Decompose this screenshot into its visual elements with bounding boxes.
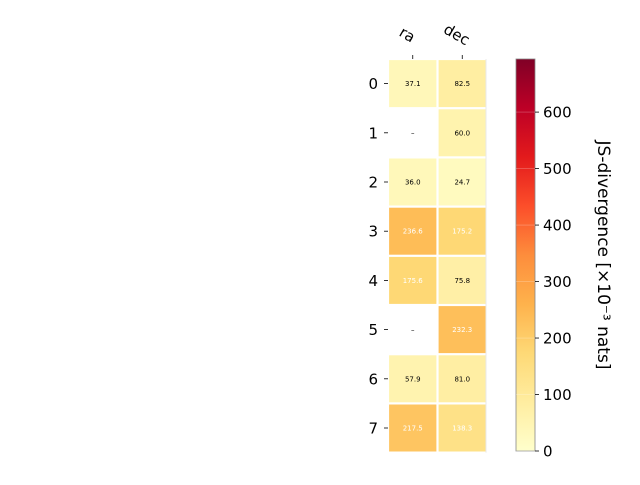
colorbar-tick-label-600: 600 (543, 104, 572, 122)
heatmap-cell-5-dec (438, 306, 486, 354)
heatmap-cell-1-dec (438, 109, 486, 157)
col-label-ra: ra (396, 23, 418, 46)
heatmap-cell-5-ra (389, 306, 437, 354)
heatmap-cell-2-ra (389, 158, 437, 206)
row-label-3: 3 (368, 223, 378, 241)
colorbar-label: JS-divergence [×10⁻³ nats] (593, 140, 613, 370)
cell-label-5-dec: 232.3 (452, 326, 472, 334)
colorbar-tick-label-200: 200 (543, 330, 572, 348)
heatmap-cell-6-dec (438, 355, 486, 403)
cell-label-7-ra: 217.5 (403, 425, 423, 433)
heatmap-cell-1-ra (389, 109, 437, 157)
heatmap-cells: 37.1 82.5 – 60.0 36.0 24.7 236.6 175.2 175.6 75.8… (389, 59, 487, 453)
heatmap-cell-3-ra (389, 207, 437, 255)
cell-label-1-dec: 60.0 (454, 129, 470, 137)
heatmap-cell-6-ra (389, 355, 437, 403)
heatmap-cell-0-dec (438, 60, 486, 108)
cell-label-5-ra: – (411, 326, 415, 334)
cell-label-7-dec: 138.3 (452, 425, 472, 433)
row-label-0: 0 (368, 75, 378, 93)
row-label-2: 2 (368, 174, 378, 192)
row-label-4: 4 (368, 272, 378, 290)
colorbar-tick-label-100: 100 (543, 386, 572, 404)
row-label-5: 5 (368, 321, 378, 339)
cell-label-1-ra: – (411, 129, 415, 137)
heatmap-cell-2-dec (438, 158, 486, 206)
colorbar-tick-label-500: 500 (543, 160, 572, 178)
colorbar-tick-label-400: 400 (543, 217, 572, 235)
heatmap-cell-7-ra (389, 404, 437, 452)
cell-label-3-ra: 236.6 (403, 228, 424, 236)
heatmap-cell-3-dec (438, 207, 486, 255)
colorbar-tick-label-0: 0 (543, 443, 553, 461)
cell-label-0-dec: 82.5 (454, 80, 470, 88)
heatmap-cell-0-ra (389, 60, 437, 108)
cell-label-3-dec: 175.2 (452, 228, 472, 236)
col-label-dec: dec (441, 20, 473, 49)
heatmap-cell-4-dec (438, 256, 486, 304)
colorbar-tick-label-300: 300 (543, 273, 572, 291)
cell-label-4-dec: 75.8 (454, 277, 470, 285)
column-tick-labels: ra dec (396, 20, 473, 59)
colorbar-gradient (515, 58, 536, 452)
cell-label-2-dec: 24.7 (454, 179, 470, 187)
heatmap-cell-4-ra (389, 256, 437, 304)
row-label-6: 6 (368, 370, 378, 388)
cell-label-6-dec: 81.0 (454, 375, 470, 383)
cell-label-0-ra: 37.1 (405, 80, 421, 88)
cell-label-2-ra: 36.0 (405, 179, 421, 187)
row-label-1: 1 (368, 124, 378, 142)
heatmap-cell-7-dec (438, 404, 486, 452)
colorbar: 0 100 200 300 400 500 600 JS-divergence [×10⁻³ … (515, 58, 613, 461)
cell-label-6-ra: 57.9 (405, 375, 421, 383)
row-label-7: 7 (368, 420, 378, 438)
cell-label-4-ra: 175.6 (403, 277, 424, 285)
row-tick-labels: 0 1 2 3 4 5 6 7 (368, 75, 388, 438)
